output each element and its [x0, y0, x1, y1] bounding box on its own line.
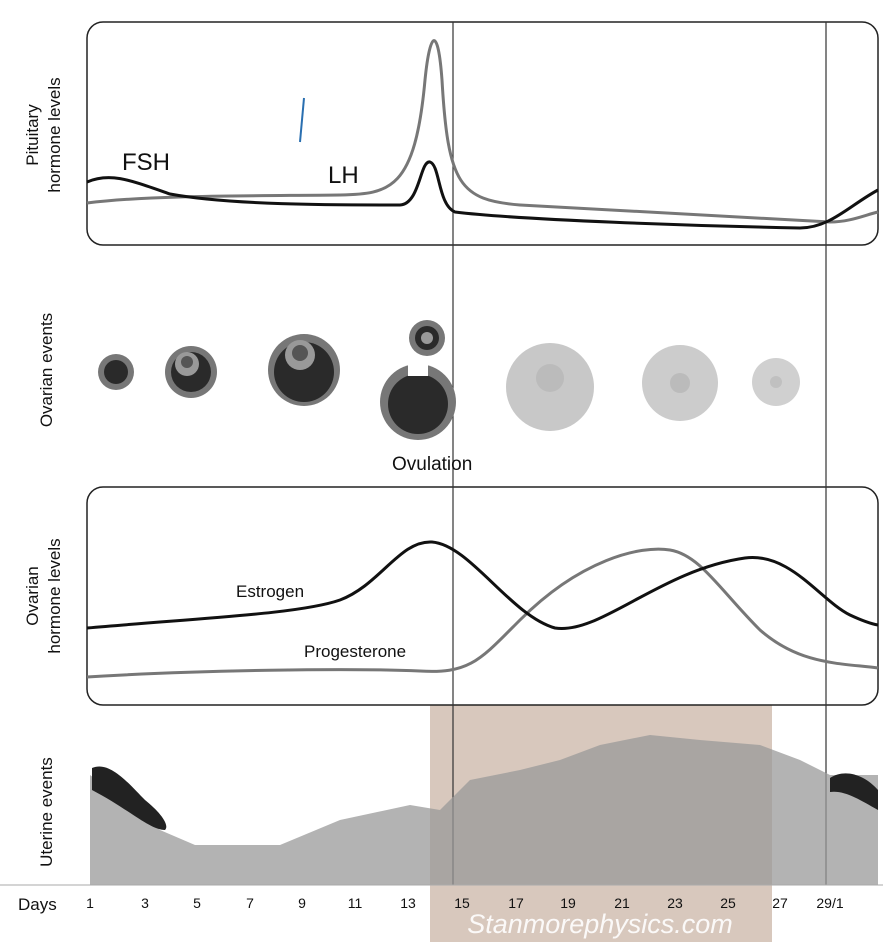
ovarian-hormones-label-2: hormone levels — [45, 538, 64, 653]
ovarian-hormones-label-1: Ovarian — [23, 566, 42, 626]
day-label: 5 — [193, 895, 201, 911]
estrogen-label: Estrogen — [236, 582, 304, 601]
watermark: Stanmorephysics.com — [467, 909, 733, 939]
day-label: 29/1 — [816, 895, 843, 911]
pituitary-panel — [87, 22, 878, 245]
pituitary-label-2: hormone levels — [45, 77, 64, 192]
days-label: Days — [18, 895, 57, 914]
uterine-events-label: Uterine events — [37, 757, 56, 867]
pen-mark — [300, 98, 304, 142]
ovarian-events-label: Ovarian events — [37, 313, 56, 427]
day-label: 27 — [772, 895, 788, 911]
ovulation-label: Ovulation — [392, 454, 472, 475]
pituitary-label-1: Pituitary — [23, 104, 42, 166]
day-label: 11 — [348, 895, 363, 911]
day-label: 3 — [141, 895, 149, 911]
progesterone-label: Progesterone — [304, 642, 406, 661]
estrogen-curve — [87, 542, 878, 629]
lh-label: LH — [328, 162, 359, 189]
side-labels: Pituitary hormone levels Ovarian events … — [23, 77, 64, 866]
progesterone-curve — [87, 549, 878, 677]
lh-curve — [87, 41, 878, 222]
day-label: 13 — [400, 895, 416, 911]
day-label: 1 — [86, 895, 94, 911]
follicles — [98, 320, 800, 440]
day-label: 9 — [298, 895, 306, 911]
fsh-label: FSH — [122, 149, 170, 176]
menstrual-cycle-diagram: FSH LH Ovulation Estrogen Progesterone P… — [0, 0, 883, 942]
day-label: 7 — [246, 895, 254, 911]
